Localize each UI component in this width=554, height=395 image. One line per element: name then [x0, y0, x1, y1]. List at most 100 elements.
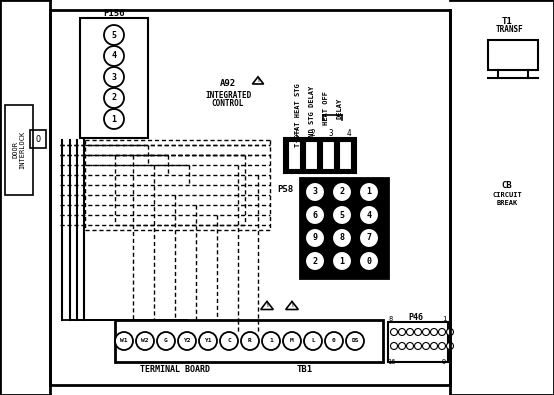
Text: R: R — [248, 339, 252, 344]
Circle shape — [359, 251, 379, 271]
Text: W2: W2 — [141, 339, 149, 344]
Circle shape — [346, 332, 364, 350]
Circle shape — [430, 342, 438, 350]
Text: 3: 3 — [312, 188, 317, 196]
Text: 2: 2 — [111, 94, 116, 102]
Text: DELAY: DELAY — [337, 98, 343, 118]
Circle shape — [104, 67, 124, 87]
Text: TERMINAL BOARD: TERMINAL BOARD — [140, 365, 210, 374]
Circle shape — [283, 332, 301, 350]
Bar — [5, 105, 33, 195]
Text: TRANSF: TRANSF — [496, 26, 524, 34]
Text: 4: 4 — [367, 211, 372, 220]
Circle shape — [104, 88, 124, 108]
Circle shape — [430, 329, 438, 335]
Circle shape — [423, 342, 429, 350]
Text: CONTROL: CONTROL — [212, 100, 244, 109]
Text: A92: A92 — [220, 79, 236, 88]
Circle shape — [104, 25, 124, 45]
Text: CIRCUIT: CIRCUIT — [492, 192, 522, 198]
Text: 4: 4 — [347, 128, 351, 137]
Circle shape — [423, 329, 429, 335]
Text: DOOR
INTERLOCK: DOOR INTERLOCK — [13, 131, 25, 169]
Text: 4: 4 — [111, 51, 116, 60]
Circle shape — [115, 332, 133, 350]
Text: 1: 1 — [293, 128, 297, 137]
Text: HEAT OFF: HEAT OFF — [323, 91, 329, 125]
Text: P46: P46 — [408, 312, 423, 322]
Circle shape — [220, 332, 238, 350]
Text: 1: 1 — [269, 339, 273, 344]
Bar — [115, 320, 383, 362]
Circle shape — [391, 329, 398, 335]
Text: 5: 5 — [340, 211, 345, 220]
Text: 9: 9 — [312, 233, 317, 243]
Text: 2ND STG DELAY: 2ND STG DELAY — [309, 85, 315, 141]
Text: 9: 9 — [442, 359, 446, 365]
Bar — [322, 141, 334, 169]
Text: 0: 0 — [367, 256, 372, 265]
Bar — [305, 141, 317, 169]
Text: 8: 8 — [389, 316, 393, 322]
Text: 8: 8 — [340, 233, 345, 243]
Circle shape — [199, 332, 217, 350]
Text: P156: P156 — [103, 9, 125, 19]
Text: 1: 1 — [340, 256, 345, 265]
Text: CB: CB — [501, 181, 512, 190]
Bar — [284, 138, 356, 173]
Circle shape — [407, 342, 413, 350]
Text: !: ! — [265, 303, 269, 308]
Text: 2: 2 — [340, 188, 345, 196]
Circle shape — [332, 182, 352, 202]
Text: TB1: TB1 — [297, 365, 313, 374]
Circle shape — [305, 228, 325, 248]
Bar — [339, 141, 351, 169]
Circle shape — [391, 342, 398, 350]
Circle shape — [398, 342, 406, 350]
Circle shape — [332, 228, 352, 248]
Text: 5: 5 — [111, 30, 116, 40]
Text: 6: 6 — [312, 211, 317, 220]
Circle shape — [325, 332, 343, 350]
Bar — [300, 178, 388, 278]
Text: 1: 1 — [442, 316, 446, 322]
Text: 2: 2 — [312, 256, 317, 265]
Circle shape — [359, 205, 379, 225]
Bar — [288, 141, 300, 169]
Circle shape — [407, 329, 413, 335]
Circle shape — [439, 342, 445, 350]
Text: BREAK: BREAK — [496, 200, 517, 206]
Circle shape — [447, 329, 454, 335]
Circle shape — [447, 342, 454, 350]
Circle shape — [305, 182, 325, 202]
Circle shape — [104, 109, 124, 129]
Circle shape — [414, 329, 422, 335]
Text: 0: 0 — [332, 339, 336, 344]
Bar — [50, 10, 450, 385]
Circle shape — [241, 332, 259, 350]
Text: 1: 1 — [111, 115, 116, 124]
Text: L: L — [311, 339, 315, 344]
Circle shape — [305, 205, 325, 225]
Bar — [30, 130, 46, 148]
Text: P58: P58 — [277, 186, 293, 194]
Circle shape — [262, 332, 280, 350]
Circle shape — [305, 251, 325, 271]
Text: G: G — [164, 339, 168, 344]
Text: !: ! — [290, 303, 294, 308]
Text: 3: 3 — [329, 128, 334, 137]
Text: INTEGRATED: INTEGRATED — [205, 90, 251, 100]
Text: T1: T1 — [501, 17, 512, 26]
Text: M: M — [290, 339, 294, 344]
Circle shape — [332, 205, 352, 225]
Text: !: ! — [256, 78, 260, 83]
Text: Y1: Y1 — [204, 339, 212, 344]
Circle shape — [398, 329, 406, 335]
Text: Y2: Y2 — [183, 339, 191, 344]
Bar — [488, 40, 538, 70]
Circle shape — [178, 332, 196, 350]
Text: T-STAT HEAT STG: T-STAT HEAT STG — [295, 83, 301, 147]
Circle shape — [332, 251, 352, 271]
Circle shape — [104, 46, 124, 66]
Text: O: O — [35, 135, 40, 143]
